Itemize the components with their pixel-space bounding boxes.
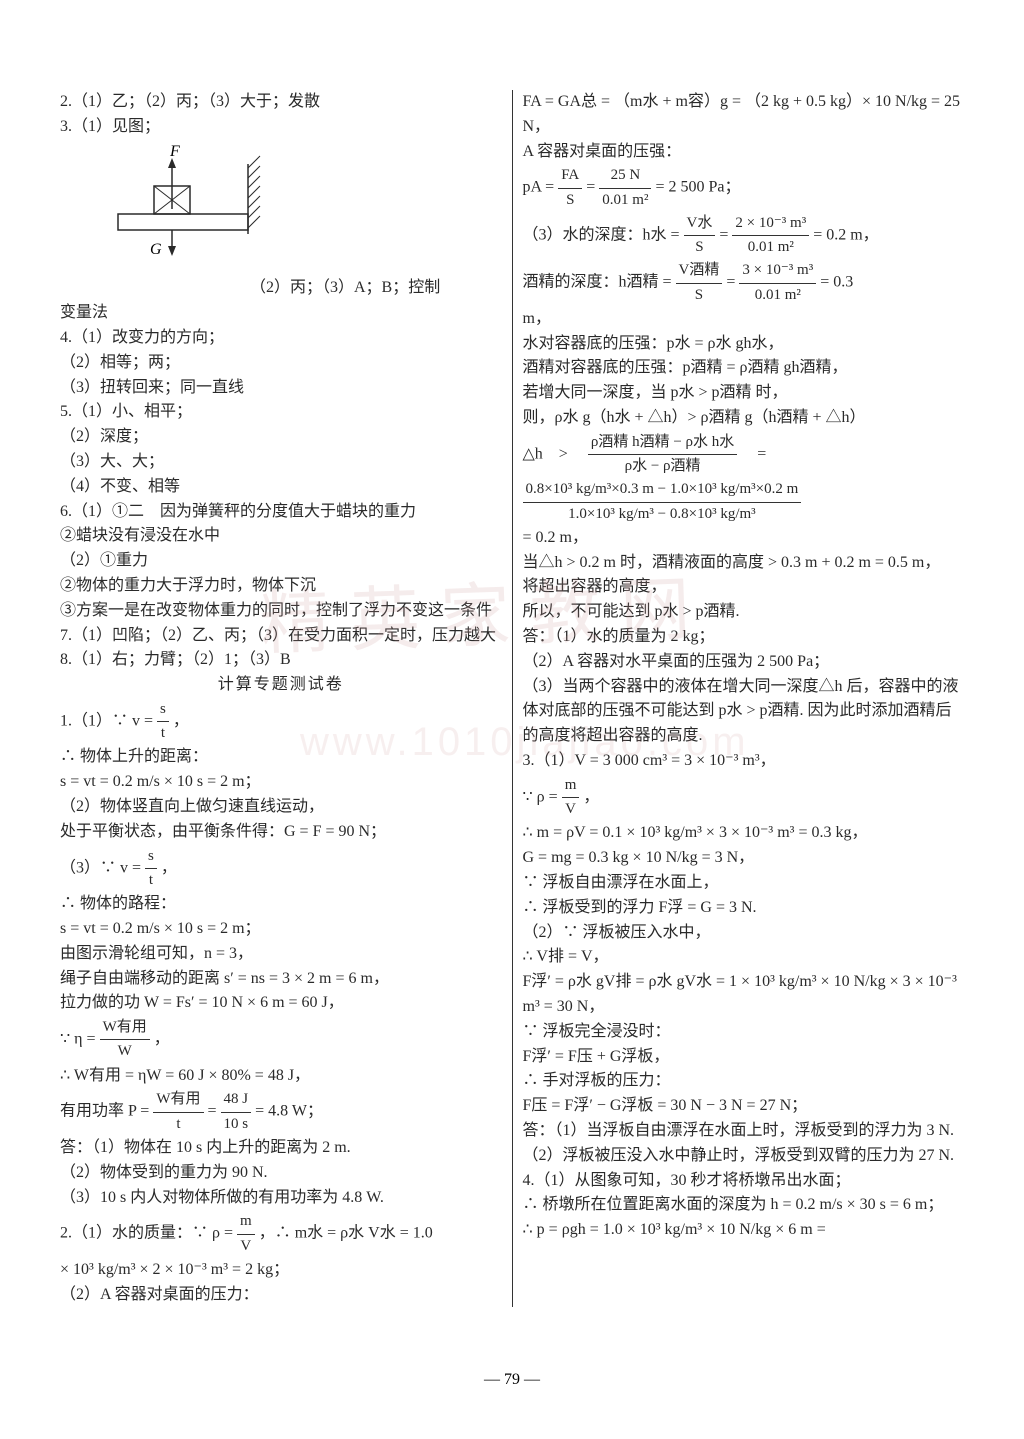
text-line: 1.（1）∵ v = st ， (60, 698, 502, 746)
text-line: 当△h > 0.2 m 时，酒精液面的高度 > 0.3 m + 0.2 m = … (523, 551, 965, 576)
text-line: （3）大、大； (60, 450, 502, 475)
text-line: （2）∵ 浮板被压入水中， (523, 921, 965, 946)
text-line: ∵ 浮板完全浸没时： (523, 1020, 965, 1045)
text-line: △h > ρ酒精 h酒精 − ρ水 h水ρ水 − ρ酒精 = (523, 431, 965, 479)
text-line: 酒精的深度：h酒精 = V酒精S = 3 × 10⁻³ m³0.01 m² = … (523, 259, 965, 307)
text-line: 绳子自由端移动的距离 s′ = ns = 3 × 2 m = 6 m， (60, 967, 502, 992)
text-line: ∴ W有用 = ηW = 60 J × 80% = 48 J， (60, 1064, 502, 1089)
text-line: （2）深度； (60, 425, 502, 450)
text-line: 2.（1）水的质量：∵ ρ = mV ，∴ m水 = ρ水 V水 = 1.0 (60, 1210, 502, 1258)
text-line: ②物体的重力大于浮力时，物体下沉 (60, 574, 502, 599)
text-line: （2）浮板被压没入水中静止时，浮板受到双臂的压力为 27 N. (523, 1144, 965, 1169)
text-line: 2.（1）乙；（2）丙；（3）大于；发散 (60, 90, 502, 115)
force-diagram: F G (100, 144, 300, 264)
text-line: 4.（1）改变力的方向； (60, 326, 502, 351)
text-line: ∴ m = ρV = 0.1 × 10³ kg/m³ × 3 × 10⁻³ m³… (523, 821, 965, 846)
text-line: ∴ 桥墩所在位置距离水面的深度为 h = 0.2 m/s × 30 s = 6 … (523, 1193, 965, 1218)
text-line: （2）①重力 (60, 549, 502, 574)
text-line: m， (523, 307, 965, 332)
text-line: ∵ η = W有用W ， (60, 1016, 502, 1064)
text-line: F浮′ = F压 + G浮板， (523, 1045, 965, 1070)
text-line: 8.（1）右；力臂；（2）1；（3）B (60, 648, 502, 673)
text-line: ∵ 浮板自由漂浮在水面上， (523, 871, 965, 896)
text-line: （4）不变、相等 (60, 475, 502, 500)
label-F: F (169, 144, 180, 160)
text-line: s = vt = 0.2 m/s × 10 s = 2 m； (60, 770, 502, 795)
text-line: ∵ ρ = mV ， (523, 774, 965, 822)
text-line: 答：（1）物体在 10 s 内上升的距离为 2 m. (60, 1136, 502, 1161)
text-line: 将超出容器的高度， (523, 575, 965, 600)
page-content: 2.（1）乙；（2）丙；（3）大于；发散 3.（1）见图； F G （2）丙；（… (0, 0, 1024, 1347)
text-line: G = mg = 0.3 kg × 10 N/kg = 3 N， (523, 846, 965, 871)
text-line: 所以，不可能达到 p水 > p酒精. (523, 600, 965, 625)
text-line: （3）扭转回来；同一直线 (60, 376, 502, 401)
text-line: 3.（1）见图； (60, 115, 502, 140)
text-line: ③方案一是在改变物体重力的同时，控制了浮力不变这一条件 (60, 599, 502, 624)
text-line: ∴ 物体上升的距离： (60, 745, 502, 770)
text-line: pA = FAS = 25 N0.01 m² = 2 500 Pa； (523, 164, 965, 212)
text-line: （3）当两个容器中的液体在增大同一深度△h 后，容器中的液体对底部的压强不可能达… (523, 675, 965, 749)
text-line: （2）丙；（3）A；B；控制 (60, 276, 502, 301)
text-line: ∴ 手对浮板的压力： (523, 1069, 965, 1094)
text-line: = 0.2 m， (523, 526, 965, 551)
text-line: 4.（1）从图象可知，30 秒才将桥墩吊出水面； (523, 1169, 965, 1194)
label-G: G (150, 241, 162, 258)
text-line: 0.8×10³ kg/m³×0.3 m − 1.0×10³ kg/m³×0.2 … (523, 478, 965, 526)
text-line: （3）水的深度：h水 = V水S = 2 × 10⁻³ m³0.01 m² = … (523, 212, 965, 260)
text-line: F浮′ = ρ水 gV排 = ρ水 gV水 = 1 × 10³ kg/m³ × … (523, 970, 965, 1020)
text-line: 酒精对容器底的压强：p酒精 = ρ酒精 gh酒精， (523, 356, 965, 381)
right-column: FA = GA总 = （m水 + m容）g = （2 kg + 0.5 kg）×… (523, 90, 965, 1307)
left-column: 2.（1）乙；（2）丙；（3）大于；发散 3.（1）见图； F G （2）丙；（… (60, 90, 502, 1307)
text-line: ∴ p = ρgh = 1.0 × 10³ kg/m³ × 10 N/kg × … (523, 1218, 965, 1243)
text-line: 答：（1）当浮板自由漂浮在水面上时，浮板受到的浮力为 3 N. (523, 1119, 965, 1144)
text-line: × 10³ kg/m³ × 2 × 10⁻³ m³ = 2 kg； (60, 1258, 502, 1283)
text-line: 则，ρ水 g（h水 + △h）> ρ酒精 g（h酒精 + △h） (523, 406, 965, 431)
text-line: 变量法 (60, 301, 502, 326)
text-line: 有用功率 P = W有用t = 48 J10 s = 4.8 W； (60, 1088, 502, 1136)
page-number: — 79 — (0, 1371, 1024, 1389)
text-line: （2）物体竖直向上做匀速直线运动， (60, 795, 502, 820)
text-line: （2）物体受到的重力为 90 N. (60, 1161, 502, 1186)
text-line: 由图示滑轮组可知，n = 3， (60, 942, 502, 967)
text-line: 答：（1）水的质量为 2 kg； (523, 625, 965, 650)
text-line: F压 = F浮′ − G浮板 = 30 N − 3 N = 27 N； (523, 1094, 965, 1119)
text-line: （2）A 容器对桌面的压力： (60, 1283, 502, 1308)
text-line: （2）A 容器对水平桌面的压强为 2 500 Pa； (523, 650, 965, 675)
section-title: 计算专题测试卷 (60, 673, 502, 698)
text-line: ∴ 浮板受到的浮力 F浮 = G = 3 N. (523, 896, 965, 921)
text-line: ∴ V排 = V， (523, 945, 965, 970)
text-line: 3.（1）V = 3 000 cm³ = 3 × 10⁻³ m³， (523, 749, 965, 774)
text-line: 5.（1）小、相平； (60, 400, 502, 425)
text-line: FA = GA总 = （m水 + m容）g = （2 kg + 0.5 kg）×… (523, 90, 965, 140)
text-line: 处于平衡状态，由平衡条件得：G = F = 90 N； (60, 820, 502, 845)
text-line: 水对容器底的压强：p水 = ρ水 gh水， (523, 332, 965, 357)
text-line: 若增大同一深度，当 p水 > p酒精 时， (523, 381, 965, 406)
text-line: 拉力做的功 W = Fs′ = 10 N × 6 m = 60 J， (60, 991, 502, 1016)
text-line: （3）10 s 内人对物体所做的有用功率为 4.8 W. (60, 1186, 502, 1211)
column-divider (512, 90, 513, 1307)
text-line: 6.（1）①二 因为弹簧秤的分度值大于蜡块的重力 (60, 500, 502, 525)
text-line: ∴ 物体的路程： (60, 892, 502, 917)
text-line: A 容器对桌面的压强： (523, 140, 965, 165)
text-line: （2）相等；两； (60, 351, 502, 376)
text-line: s = vt = 0.2 m/s × 10 s = 2 m； (60, 917, 502, 942)
text-line: 7.（1）凹陷；（2）乙、丙；（3）在受力面积一定时，压力越大 (60, 624, 502, 649)
text-line: （3）∵ v = st ， (60, 845, 502, 893)
text-line: ②蜡块没有浸没在水中 (60, 524, 502, 549)
